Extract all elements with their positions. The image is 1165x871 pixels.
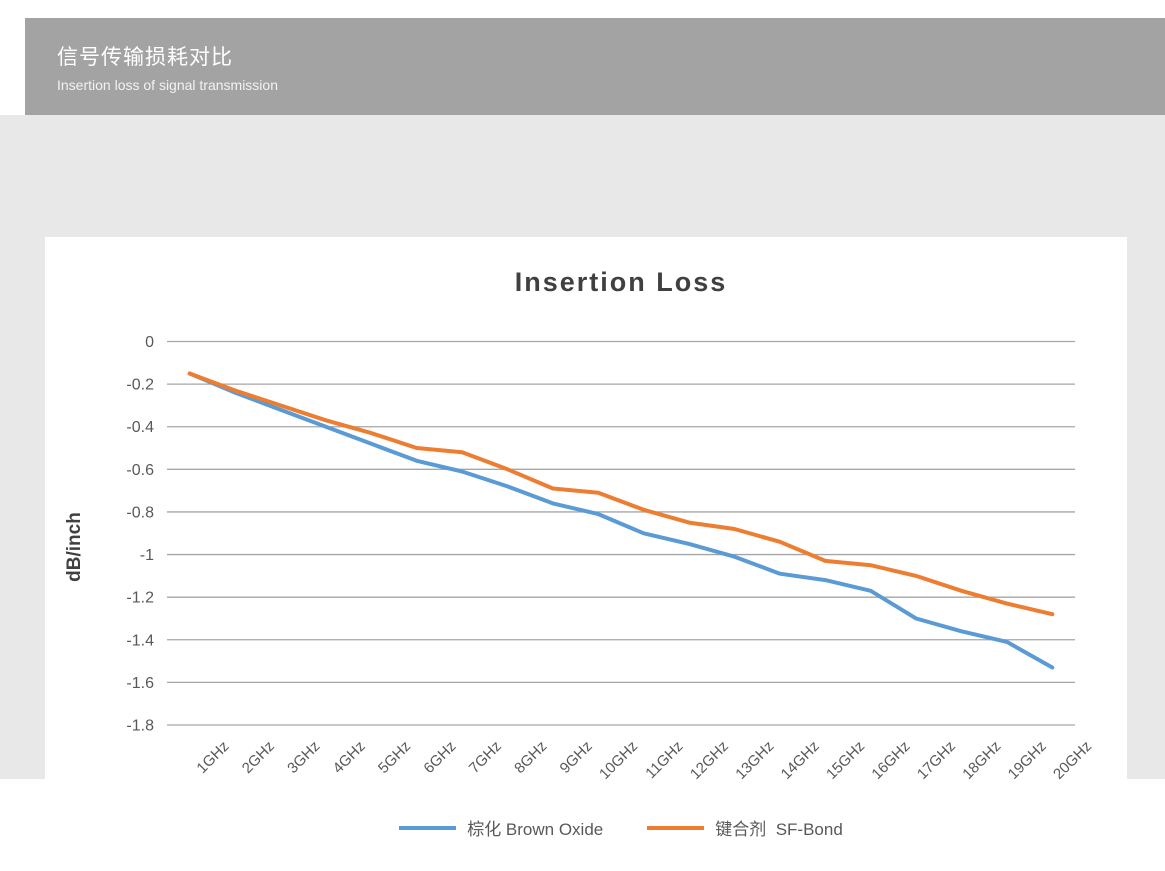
legend-line-swatch [399,825,457,830]
y-tick-label: 0 [145,334,154,351]
x-tick-label: 14GHz [778,738,823,783]
x-tick-label: 11GHz [642,738,686,782]
x-tick-label: 16GHz [868,738,913,783]
series-line [187,371,1055,670]
y-tick-label: -1.4 [126,632,154,649]
x-tick-label: 17GHz [914,738,959,783]
y-tick-label: -0.4 [126,419,154,436]
x-tick-label: 12GHz [687,738,732,783]
header-subtitle-en: Insertion loss of signal transmission [57,77,278,93]
legend-line-swatch [647,825,705,830]
y-tick-label: -0.6 [126,462,154,479]
x-tick-label: 7GHz [466,738,505,777]
x-tick-label: 5GHz [375,738,414,777]
x-tick-label: 15GHz [823,738,868,783]
content-canvas: Insertion Loss 0 -0.2 -0.4 -0.6 -0.8 -1 -1.2 -1… [0,115,1165,871]
x-tick-label: 9GHz [557,738,596,777]
x-tick-label: 8GHz [511,738,550,777]
page-header: 信号传输损耗对比 Insertion loss of signal transm… [25,18,1165,115]
series-line [187,371,1055,617]
x-tick-label: 13GHz [732,738,777,783]
y-tick-label: -1.8 [126,718,154,735]
chart-title: Insertion Loss [514,267,728,297]
x-tick-label: 4GHz [330,738,369,777]
header-title-zh: 信号传输损耗对比 [57,46,233,69]
legend-item: 键合剂 SF-Bond [647,815,843,840]
y-axis-title: dB/inch [64,512,85,582]
chart-card: Insertion Loss 0 -0.2 -0.4 -0.6 -0.8 -1 -1.2 -1… [45,237,1127,871]
x-tick-label: 20GHz [1050,738,1095,783]
x-tick-label: 1GHz [193,738,232,777]
chart-legend: 棕化 Brown Oxide 键合剂 SF-Bond [167,815,1075,840]
y-tick-label: -0.8 [126,504,154,521]
y-tick-label: -1.6 [126,675,154,692]
legend-label: 棕化 Brown Oxide [467,820,604,839]
x-tick-label: 19GHz [1005,738,1050,783]
y-tick-label: -0.2 [126,377,154,394]
y-tick-label: -1.2 [126,590,154,607]
x-tick-label: 3GHz [284,738,323,777]
y-tick-label: -1 [140,547,154,564]
x-tick-label: 6GHz [420,738,459,777]
x-tick-label: 10GHz [596,738,641,783]
legend-label: 键合剂 SF-Bond [715,820,843,839]
x-tick-label: 18GHz [959,738,1004,783]
legend-item: 棕化 Brown Oxide [399,815,603,840]
x-tick-label: 2GHz [239,738,278,777]
